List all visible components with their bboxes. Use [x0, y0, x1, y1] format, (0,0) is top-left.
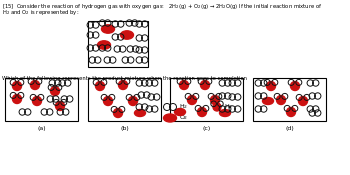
Ellipse shape: [175, 108, 186, 116]
Circle shape: [13, 94, 21, 103]
Circle shape: [113, 108, 122, 117]
Bar: [253, 78, 326, 121]
Ellipse shape: [120, 31, 133, 39]
Bar: [5, 78, 78, 121]
Circle shape: [188, 96, 196, 104]
Ellipse shape: [98, 41, 111, 49]
Circle shape: [213, 103, 221, 111]
Circle shape: [128, 96, 138, 106]
Text: Which of the following represents the product mixture when the reaction goes to : Which of the following represents the pr…: [2, 76, 247, 81]
Text: (d): (d): [285, 126, 294, 131]
Ellipse shape: [262, 97, 273, 104]
Circle shape: [13, 82, 21, 90]
Circle shape: [299, 96, 308, 106]
Circle shape: [119, 80, 127, 89]
Text: [15]  Consider the reaction of hydrogen gas with oxygen gas:   2H$_2$(g) + O$_2$: [15] Consider the reaction of hydrogen g…: [2, 2, 323, 11]
Circle shape: [50, 86, 60, 96]
Circle shape: [290, 82, 300, 90]
Text: (a): (a): [37, 126, 46, 131]
Circle shape: [180, 80, 189, 89]
Text: H$_2$: H$_2$: [224, 103, 233, 111]
Text: H$_2$: H$_2$: [179, 103, 188, 111]
Text: O$_2$: O$_2$: [179, 114, 188, 122]
Circle shape: [56, 102, 64, 110]
Circle shape: [287, 107, 295, 117]
Circle shape: [210, 96, 219, 104]
Circle shape: [33, 96, 42, 106]
Circle shape: [276, 96, 286, 104]
Bar: [170, 78, 243, 121]
Circle shape: [96, 82, 105, 90]
Text: (b): (b): [120, 126, 129, 131]
Bar: [88, 78, 161, 121]
Ellipse shape: [163, 114, 176, 122]
Ellipse shape: [134, 110, 146, 117]
Bar: [88, 21, 148, 67]
Circle shape: [197, 107, 206, 117]
Ellipse shape: [102, 25, 114, 33]
Text: (c): (c): [202, 126, 211, 131]
Circle shape: [104, 96, 112, 106]
Ellipse shape: [219, 110, 231, 117]
Circle shape: [30, 80, 40, 89]
Circle shape: [201, 80, 210, 89]
Text: H$_2$ and O$_2$ is represented by:: H$_2$ and O$_2$ is represented by:: [2, 8, 79, 17]
Circle shape: [266, 82, 275, 90]
